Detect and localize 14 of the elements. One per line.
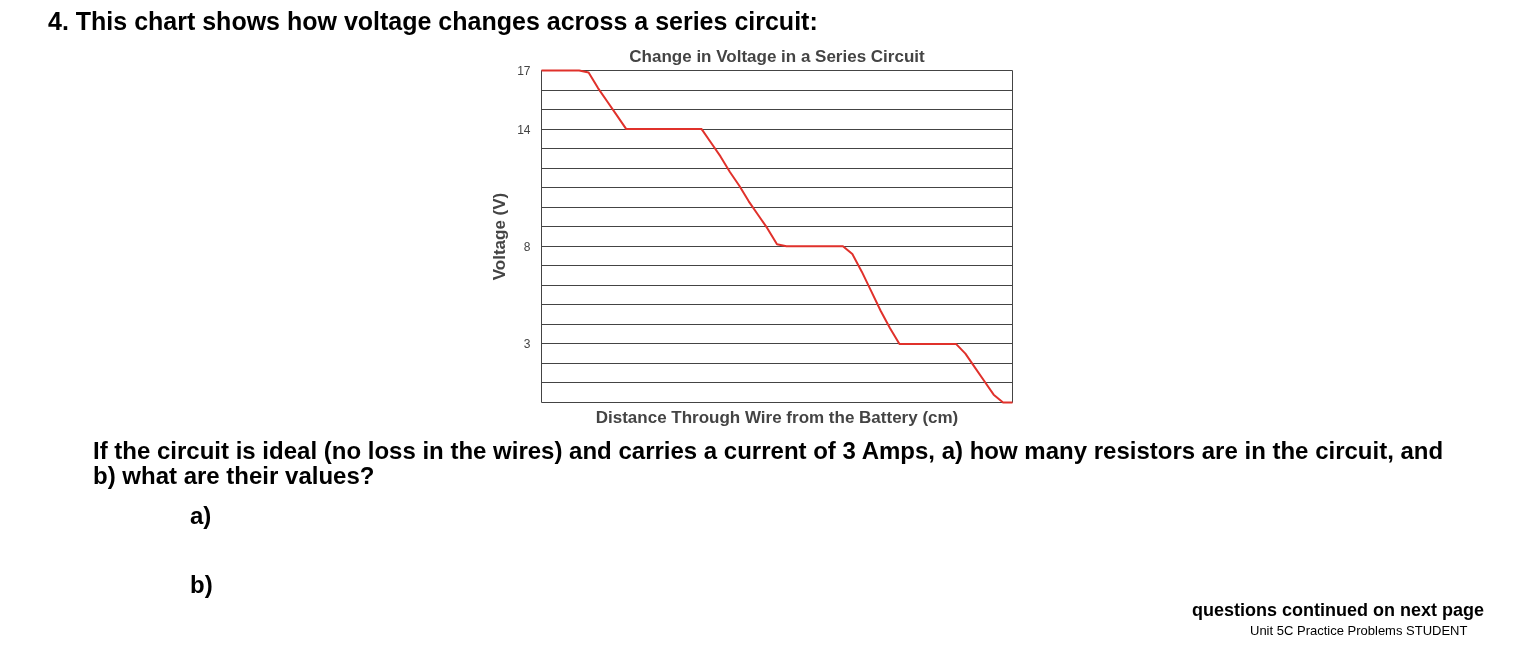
text: questions continued on next page (1192, 600, 1485, 620)
text: Unit 5C Practice Problems STUDENT (1250, 621, 1468, 640)
text: b) (190, 570, 213, 598)
line-series (540, 69, 1014, 404)
x-axis-title: Distance Through Wire from the Battery (cm) (595, 407, 959, 427)
y-tick-label: 8 (523, 240, 531, 255)
y-tick-label: 14 (517, 122, 531, 137)
text: 4. This chart shows how voltage changes across a series circuit: (48, 7, 818, 35)
chart-title: Change in Voltage in a Series Circuit (629, 46, 926, 66)
text: If the circuit is ideal (no loss in the wires) and carries a current of 3 Amps, a) how many resistors are in the circuit, and b) what are their values? (93, 437, 1445, 490)
y-tick-label: 3 (523, 337, 531, 352)
y-tick-label: 17 (517, 64, 531, 79)
y-axis-title: Voltage (V) (490, 192, 510, 281)
text: a) (190, 501, 212, 529)
